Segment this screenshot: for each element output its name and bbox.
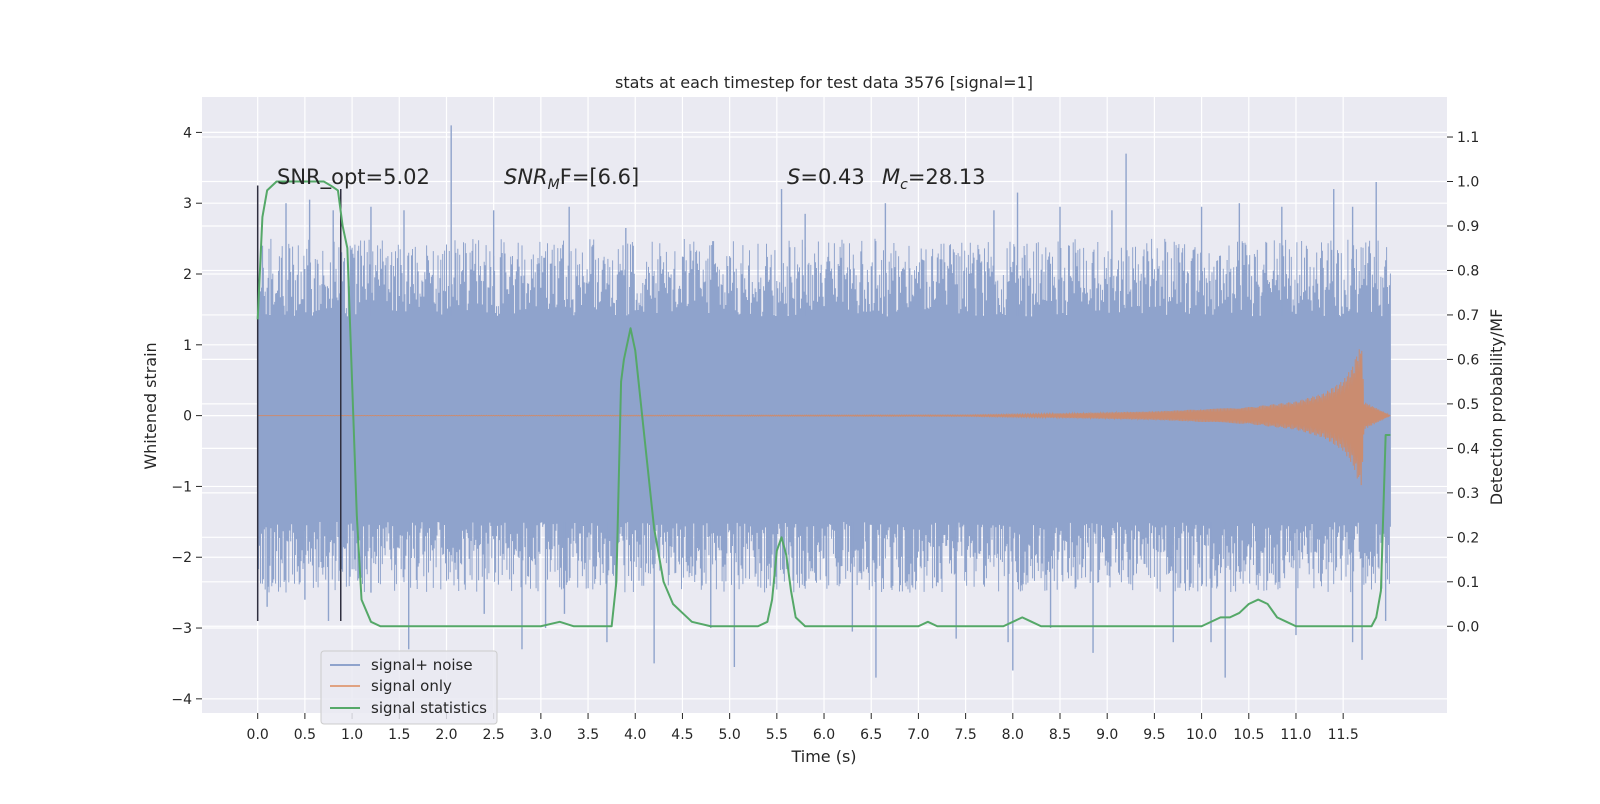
y-right-tick-label: 1.0	[1457, 175, 1479, 191]
y-left-tick-label: −3	[171, 621, 192, 637]
s-symbol: S	[787, 165, 800, 189]
y-axis-left-label: Whitened strain	[141, 342, 160, 469]
x-tick-label: 4.0	[624, 727, 646, 743]
x-tick-label: 3.5	[577, 727, 599, 743]
x-tick-label: 5.0	[719, 727, 741, 743]
chart-title: stats at each timestep for test data 357…	[615, 73, 1033, 92]
legend: signal+ noise signal only signal statist…	[320, 650, 498, 725]
legend-label-stats: signal statistics	[371, 699, 487, 717]
annotation-snr-mf: SNRMF=[6.6]	[504, 165, 639, 193]
annotation-s: S=0.43	[787, 165, 865, 189]
x-tick-label: 10.0	[1186, 727, 1217, 743]
y-left-tick-label: −4	[171, 692, 192, 708]
x-tick-label: 8.5	[1049, 727, 1071, 743]
legend-label-noise: signal+ noise	[371, 656, 473, 674]
annotation-snr-opt: SNR_opt=5.02	[277, 165, 430, 190]
stats-line	[256, 180, 1391, 628]
y-left-tick-label: 1	[183, 338, 192, 354]
annotation-mc: Mc=28.13	[882, 165, 986, 193]
x-tick-label: 0.0	[247, 727, 269, 743]
y-right-tick-label: 0.4	[1457, 441, 1479, 457]
y-left-tick-label: 2	[183, 267, 192, 283]
y-left-tick-label: 3	[183, 196, 192, 212]
signal-series	[257, 349, 1391, 486]
legend-box	[320, 650, 498, 725]
y-right-tick-label: 0.5	[1457, 397, 1479, 413]
mc-subscript: c	[900, 177, 908, 193]
y-right-tick-label: 0.1	[1457, 575, 1479, 591]
x-tick-label: 0.5	[294, 727, 316, 743]
legend-label-signal: signal only	[371, 677, 452, 695]
y-right-tick-label: 0.6	[1457, 352, 1479, 368]
x-tick-label: 9.0	[1096, 727, 1118, 743]
y-left-tick-label: 0	[183, 409, 192, 425]
x-tick-label: 6.5	[860, 727, 882, 743]
x-tick-label: 7.0	[907, 727, 929, 743]
y-right-tick-label: 0.2	[1457, 530, 1479, 546]
x-tick-label: 7.5	[954, 727, 976, 743]
y-left-tick-label: 4	[183, 125, 192, 141]
x-tick-label: 10.5	[1233, 727, 1264, 743]
stats-series	[256, 180, 1391, 628]
x-tick-label: 3.0	[530, 727, 552, 743]
x-axis-ticks: 0.0 0.5 1.0 1.5 2.0 2.5 3.0 3.5 4.0 4.5 5.0 5.5 6.0 6…	[247, 713, 1359, 743]
x-axis-label: Time (s)	[790, 747, 856, 766]
x-tick-label: 11.5	[1328, 727, 1359, 743]
x-tick-label: 1.5	[388, 727, 410, 743]
x-tick-label: 6.0	[813, 727, 835, 743]
y-axis-right-label: Detection probability/MF	[1487, 309, 1506, 506]
x-tick-label: 2.0	[435, 727, 457, 743]
y-left-tick-label: −2	[171, 550, 192, 566]
x-tick-label: 11.0	[1280, 727, 1311, 743]
signal-line	[257, 349, 1391, 486]
x-tick-label: 9.5	[1143, 727, 1165, 743]
y-left-tick-label: −1	[171, 479, 192, 495]
s-value: =0.43	[800, 165, 864, 189]
y-right-tick-label: 0.9	[1457, 219, 1479, 235]
y-axis-left-ticks: 4 3 2 1 0 −1 −2 −3 −4	[171, 125, 202, 708]
x-tick-label: 2.5	[483, 727, 505, 743]
snr-mf-symbol: SNR	[504, 165, 548, 189]
y-right-tick-label: 1.1	[1457, 130, 1479, 146]
y-right-tick-label: 0.8	[1457, 263, 1479, 279]
x-tick-label: 8.0	[1002, 727, 1024, 743]
snr-mf-value: F=[6.6]	[560, 165, 639, 189]
x-tick-label: 5.5	[766, 727, 788, 743]
y-axis-right-ticks: 1.1 1.0 0.9 0.8 0.7 0.6 0.5 0.4 0.3 0.2 0.1 0.0	[1447, 130, 1479, 635]
y-right-tick-label: 0.3	[1457, 486, 1479, 502]
y-right-tick-label: 0.0	[1457, 619, 1479, 635]
snr-mf-subscript: M	[548, 177, 560, 193]
mc-symbol: M	[882, 165, 900, 189]
mc-value: =28.13	[908, 165, 986, 189]
vertical-markers	[256, 185, 342, 621]
x-tick-label: 1.0	[341, 727, 363, 743]
x-tick-label: 4.5	[671, 727, 693, 743]
y-right-tick-label: 0.7	[1457, 308, 1479, 324]
